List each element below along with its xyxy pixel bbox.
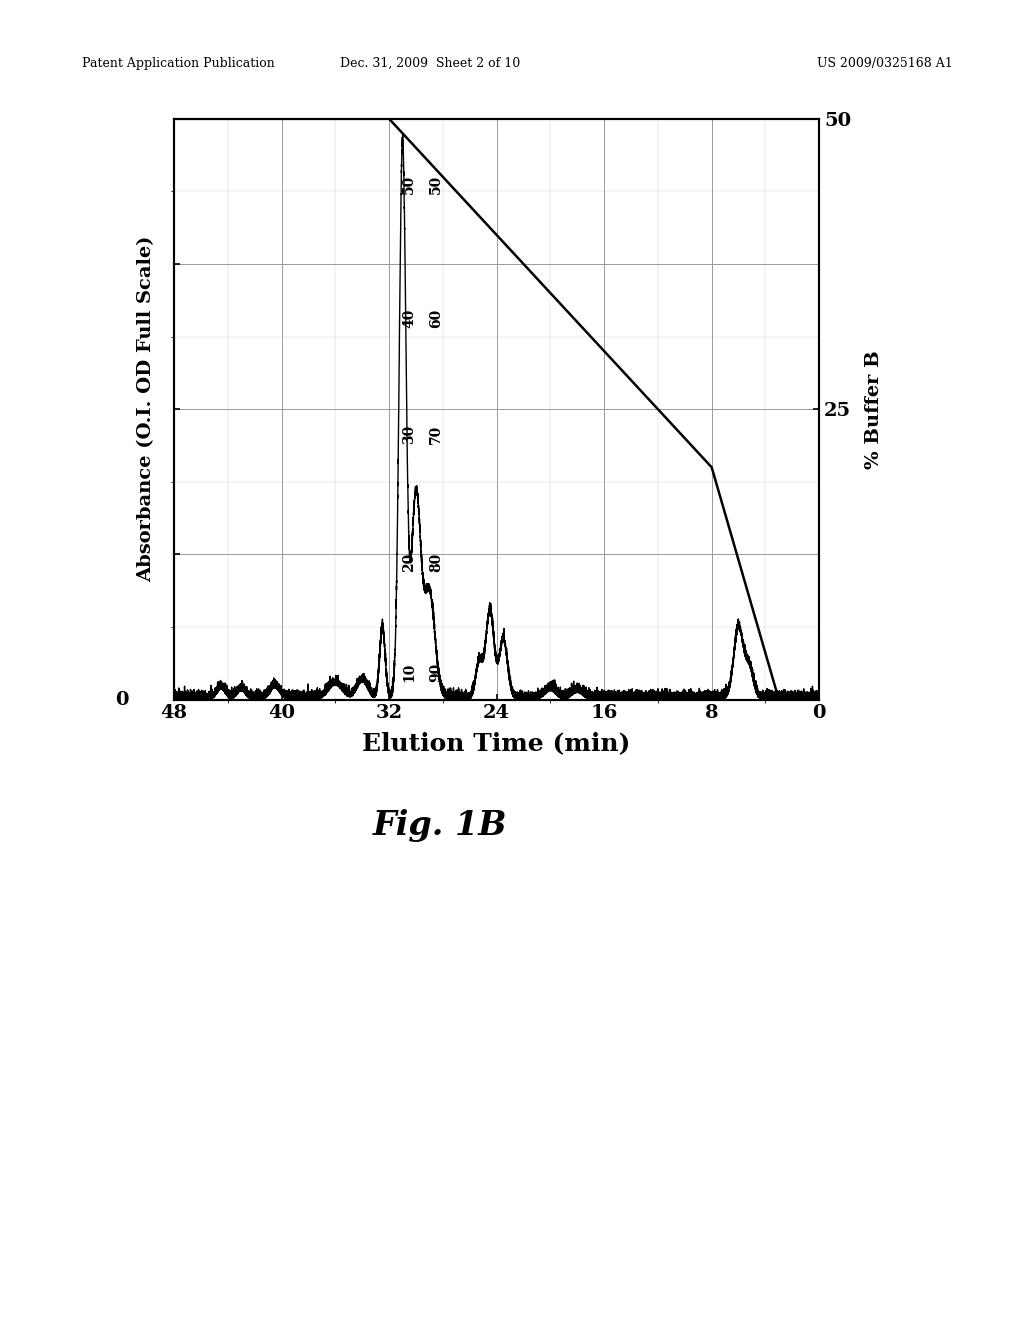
Text: 40: 40 xyxy=(402,309,416,327)
X-axis label: Elution Time (min): Elution Time (min) xyxy=(362,731,631,755)
Text: 20: 20 xyxy=(402,553,416,572)
Y-axis label: % Buffer B: % Buffer B xyxy=(865,350,883,469)
Text: 50: 50 xyxy=(402,176,416,194)
Text: US 2009/0325168 A1: US 2009/0325168 A1 xyxy=(816,57,952,70)
Text: 10: 10 xyxy=(402,663,416,682)
Text: Dec. 31, 2009  Sheet 2 of 10: Dec. 31, 2009 Sheet 2 of 10 xyxy=(340,57,520,70)
Text: 0: 0 xyxy=(116,690,129,709)
Text: 50: 50 xyxy=(429,176,443,194)
Text: Fig. 1B: Fig. 1B xyxy=(373,808,508,842)
Text: 80: 80 xyxy=(429,553,443,572)
Text: 30: 30 xyxy=(402,425,416,444)
Text: 60: 60 xyxy=(429,309,443,327)
Text: 90: 90 xyxy=(429,663,443,682)
Y-axis label: Absorbance (O.I. OD Full Scale): Absorbance (O.I. OD Full Scale) xyxy=(137,236,156,582)
Text: 70: 70 xyxy=(429,425,443,444)
Text: Patent Application Publication: Patent Application Publication xyxy=(82,57,274,70)
